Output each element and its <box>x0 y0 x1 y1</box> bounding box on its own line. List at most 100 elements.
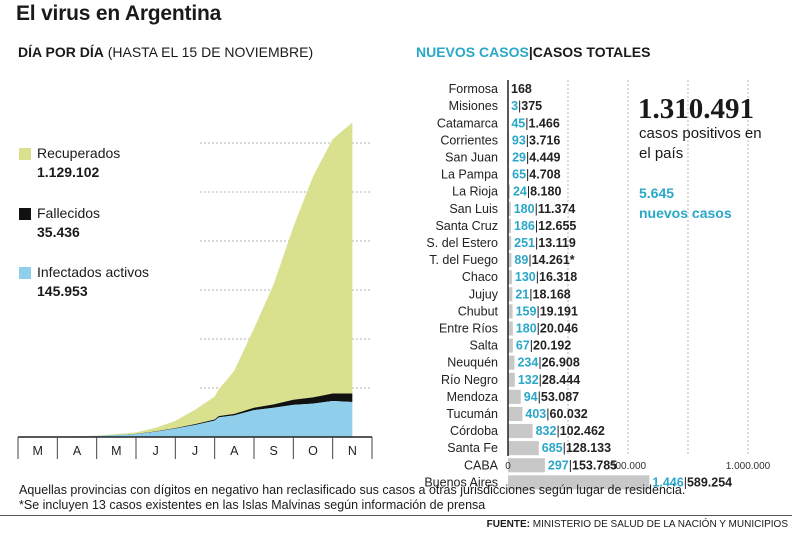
bar-new-cases: 685 <box>542 441 563 455</box>
footnote-reclassified: Aquellas provincias con dígitos en negat… <box>19 483 685 497</box>
source-credit-rest: MINISTERIO DE SALUD DE LA NACIÓN Y MUNIC… <box>533 519 788 530</box>
bar-value-label: 159|19.191 <box>516 304 578 318</box>
bar-total-cases: 12.655 <box>538 219 576 233</box>
bar-value-label: 132|28.444 <box>518 373 580 387</box>
bar-value-label: 180|20.046 <box>516 321 578 335</box>
footnote-malvinas: *Se incluyen 13 casos existentes en las … <box>19 498 485 512</box>
x-tick-label: 500.000 <box>610 461 647 472</box>
bar-new-cases: 67 <box>516 339 530 353</box>
bar-value-label: 93|3.716 <box>512 133 560 147</box>
province-label: Corrientes <box>440 133 498 147</box>
bar-value-label: 21|18.168 <box>515 287 570 301</box>
bar-total-cases: 589.254 <box>687 475 732 489</box>
bar-total-cases: 28.444 <box>542 373 580 387</box>
province-label: CABA <box>464 458 499 472</box>
province-label: Salta <box>470 339 499 353</box>
bar-value-label: 186|12.655 <box>514 219 576 233</box>
bar-value-label: 685|128.133 <box>542 441 611 455</box>
province-label: Formosa <box>449 82 498 96</box>
bar-value-label: 832|102.462 <box>536 424 605 438</box>
total-cases-number: 1.310.491 <box>638 93 754 126</box>
bar-value-label: 65|4.708 <box>512 168 560 182</box>
bar-new-cases: 403 <box>525 407 546 421</box>
bar-total-cases: 26.908 <box>542 356 580 370</box>
bar-new-cases: 29 <box>512 150 526 164</box>
bar-total-cases: 11.374 <box>538 202 576 216</box>
bar-value-label: 180|11.374 <box>514 202 576 216</box>
bar-new-cases: 21 <box>515 287 529 301</box>
province-label: La Pampa <box>441 168 498 182</box>
bar-total-cases: 20.046 <box>540 321 578 335</box>
bar-total-cases: 53.087 <box>541 390 579 404</box>
bar-value-label: 130|16.318 <box>515 270 577 284</box>
bar-value-label: 45|1.466 <box>511 116 559 130</box>
bar-value-label: 297|153.785 <box>548 458 617 472</box>
bar-value-label: 29|4.449 <box>512 150 560 164</box>
bar-total-cases: 4.449 <box>529 150 560 164</box>
province-label: Mendoza <box>447 390 498 404</box>
province-label: Entre Ríos <box>439 321 498 335</box>
bar-total-cases: 168 <box>511 82 532 96</box>
bar-new-cases: 297 <box>548 458 569 472</box>
bar-value-label: 234|26.908 <box>517 356 579 370</box>
x-tick-label: 1.000.000 <box>726 461 771 472</box>
bar-total-cases: 13.119 <box>538 236 576 250</box>
bar-total-cases: 14.261* <box>532 253 575 267</box>
bar-total-cases: 19.191 <box>540 304 578 318</box>
bar <box>508 407 522 421</box>
bar-value-label: 24|8.180 <box>513 185 561 199</box>
source-credit: FUENTE: MINISTERIO DE SALUD DE LA NACIÓN… <box>487 519 788 530</box>
bar-total-cases: 102.462 <box>560 424 605 438</box>
bar <box>508 373 515 387</box>
bar-total-cases: 60.032 <box>550 407 588 421</box>
bar-new-cases: 186 <box>514 219 535 233</box>
new-cases-number: 5.645 <box>639 185 674 201</box>
province-label: Santa Cruz <box>435 219 498 233</box>
bar <box>508 441 539 455</box>
bar-total-cases: 375 <box>521 99 542 113</box>
bar-new-cases: 94 <box>524 390 538 404</box>
bar <box>508 390 521 404</box>
province-label: T. del Fuego <box>429 253 498 267</box>
province-label: San Juan <box>445 150 498 164</box>
bar-total-cases: 20.192 <box>533 339 571 353</box>
bar-new-cases: 132 <box>518 373 539 387</box>
bar-new-cases: 180 <box>516 321 537 335</box>
province-label: Río Negro <box>441 373 498 387</box>
bar-new-cases: 93 <box>512 133 526 147</box>
bar-new-cases: 234 <box>517 356 538 370</box>
province-label: La Rioja <box>452 185 498 199</box>
bar-value-label: 168 <box>511 82 532 96</box>
bar <box>508 424 533 438</box>
x-tick-label: 0 <box>505 461 511 472</box>
province-label: S. del Estero <box>426 236 498 250</box>
bar-total-cases: 128.133 <box>566 441 611 455</box>
total-cases-label: casos positivos en el país <box>639 124 769 164</box>
province-label: Santa Fe <box>447 441 498 455</box>
bar-value-label: 67|20.192 <box>516 339 571 353</box>
bar-value-label: 94|53.087 <box>524 390 579 404</box>
bar-total-cases: 4.708 <box>529 168 560 182</box>
source-credit-bold: FUENTE: <box>487 519 530 530</box>
bar-total-cases: 1.466 <box>529 116 560 130</box>
bar-new-cases: 45 <box>511 116 525 130</box>
bar-new-cases: 3 <box>511 99 518 113</box>
bar-new-cases: 832 <box>536 424 557 438</box>
province-label: San Luis <box>449 202 498 216</box>
province-bar-chart: Formosa 168Misiones 3|375Catamarca 45|1.466… <box>0 0 792 536</box>
province-label: Neuquén <box>447 356 498 370</box>
province-label: Misiones <box>449 99 498 113</box>
bar-new-cases: 24 <box>513 185 527 199</box>
province-label: Chubut <box>458 304 499 318</box>
source-divider <box>0 515 792 516</box>
bar-value-label: 251|13.119 <box>514 236 576 250</box>
bar-total-cases: 3.716 <box>529 133 560 147</box>
bar <box>508 356 514 370</box>
province-label: Chaco <box>462 270 498 284</box>
bar-total-cases: 16.318 <box>539 270 577 284</box>
bar-total-cases: 8.180 <box>530 185 561 199</box>
bar <box>508 458 545 472</box>
new-cases-label: nuevos casos <box>639 205 732 221</box>
bar-value-label: 89|14.261* <box>514 253 574 267</box>
bar-value-label: 3|375 <box>511 99 542 113</box>
